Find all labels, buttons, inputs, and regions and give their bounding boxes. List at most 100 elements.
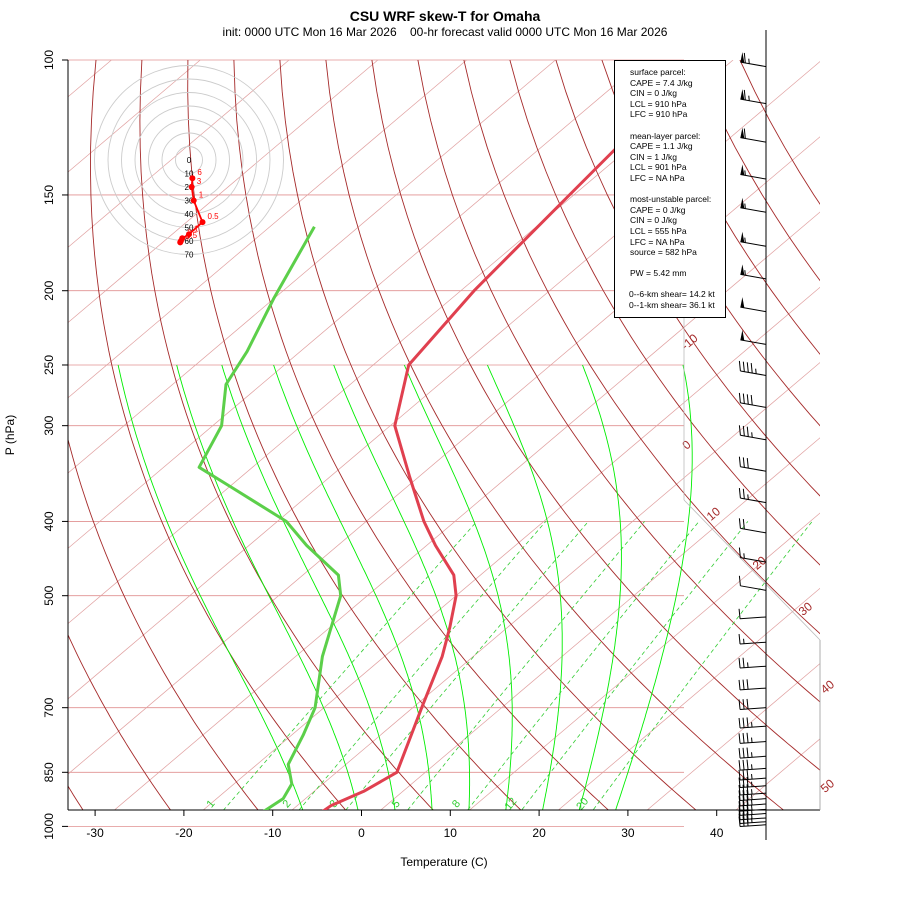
barb-feather [738, 777, 741, 788]
surface-cin: CIN = 0 J/kg [630, 88, 678, 99]
surface-cape: CAPE = 7.4 J/kg [630, 77, 693, 88]
y-tick-label: 150 [42, 185, 56, 205]
dry-adiabat-line [371, 60, 820, 771]
hodograph-height-label: 1.5 [186, 231, 198, 240]
mu-cin: CIN = 0 J/kg [630, 215, 678, 226]
mixing-ratio-line [592, 521, 813, 810]
barb-feather [742, 733, 745, 744]
hodograph-ring-label: 60 [185, 237, 194, 246]
dry-adiabats [68, 60, 820, 810]
wind-barb [738, 732, 767, 744]
barb-feather [742, 795, 745, 806]
isotherm-line [68, 60, 645, 549]
dry-adiabat-line [139, 60, 434, 810]
barb-shaft [740, 792, 767, 796]
barb-feather [738, 760, 741, 771]
barb-shaft [740, 585, 767, 591]
dry-adiabat-line [279, 60, 697, 810]
barb-feather [738, 733, 741, 744]
mixing-ratio-label: 8 [450, 798, 463, 810]
barb-feather [742, 425, 745, 437]
y-tick-label: 400 [42, 511, 56, 531]
hodograph-ring [107, 78, 271, 242]
wind-barb [738, 717, 767, 729]
barb-shaft [740, 707, 767, 710]
hodograph-ring-label: 10 [185, 170, 194, 179]
barb-shaft [740, 725, 767, 729]
wind-barb [738, 488, 767, 504]
moist-adiabat-line [221, 364, 396, 810]
barb-half-feather [743, 638, 745, 644]
barb-half-feather [744, 203, 746, 209]
barb-shaft [740, 557, 767, 563]
ml-cin: CIN = 1 J/kg [630, 151, 678, 162]
shear-0-1km: 0--1-km shear= 36.1 kt [629, 300, 715, 311]
barb-shaft [740, 497, 767, 504]
barb-feather [746, 795, 749, 806]
barb-feather [746, 698, 749, 709]
wind-barb [738, 795, 767, 807]
barb-half-feather [751, 432, 753, 438]
mixing-ratio-line [345, 521, 589, 810]
barb-shaft [740, 306, 767, 313]
surface-lfc: LFC = 910 hPa [630, 109, 688, 120]
barb-feather [742, 790, 745, 801]
temperature-profile [322, 75, 693, 810]
barb-feather [738, 784, 741, 796]
dry-adiabat-line [601, 60, 820, 427]
isotherm-line [291, 362, 820, 810]
barb-half-feather [751, 774, 753, 780]
dry-adiabat-line [68, 437, 259, 810]
y-tick-label: 300 [42, 415, 56, 435]
hodograph-ring [175, 146, 203, 174]
barb-feather [746, 815, 749, 827]
hodograph-point [199, 219, 206, 226]
dry-adiabat-line [233, 60, 610, 810]
x-tick-label: -30 [86, 826, 104, 840]
wind-barb [738, 815, 767, 828]
chart-title: CSU WRF skew-T for Omaha [349, 8, 541, 24]
barb-shaft [740, 616, 767, 620]
hodograph-ring [148, 119, 230, 201]
barb-shaft [740, 741, 767, 744]
barb-shaft [740, 665, 767, 669]
hodograph-height-label: 1 [199, 191, 204, 200]
hodograph-ring-label: 0 [187, 156, 192, 165]
wind-barb [738, 784, 767, 796]
barb-shaft [740, 767, 767, 771]
barb-feather [738, 795, 741, 806]
barb-half-feather [747, 662, 749, 668]
hodograph-ring-label: 30 [185, 197, 194, 206]
barb-feather [738, 360, 741, 372]
ml-cape: CAPE = 1.1 J/kg [630, 141, 693, 152]
wind-barb [738, 769, 767, 781]
barb-half-feather [751, 809, 753, 815]
ml-lfc: LFC = NA hPa [630, 172, 685, 183]
barb-feather [738, 392, 741, 403]
isotherm-line [68, 60, 734, 625]
subtitle-valid: 00-hr forecast valid 0000 UTC Mon 16 Mar… [409, 25, 668, 39]
isotherm-line [469, 512, 820, 810]
barb-flag [740, 197, 745, 209]
moist-adiabat-line [333, 364, 471, 810]
mixing-ratio-line [467, 521, 700, 810]
skew-boundary [683, 499, 821, 641]
barb-feather [746, 747, 749, 758]
hodograph-point [188, 184, 195, 190]
barb-half-feather [748, 95, 750, 101]
wind-barb [740, 297, 767, 313]
barb-feather [738, 575, 741, 586]
surface-lcl: LCL = 910 hPa [630, 98, 687, 109]
dry-adiabat-line [325, 60, 785, 810]
parcel-stats-box: surface parcel: CAPE = 7.4 J/kg CIN = 0 … [614, 60, 726, 318]
mixing-ratio-label: 5 [390, 798, 403, 810]
wind-barb [740, 231, 767, 247]
mu-parcel-header: most-unstable parcel: [630, 194, 712, 205]
isotherm-line [68, 60, 556, 474]
wind-barb [740, 197, 767, 213]
hodograph-height-label: 3 [197, 177, 202, 186]
barb-feather [738, 518, 741, 529]
x-tick-label: 0 [358, 826, 365, 840]
barb-shaft [740, 466, 767, 472]
hodograph-point [190, 197, 197, 204]
